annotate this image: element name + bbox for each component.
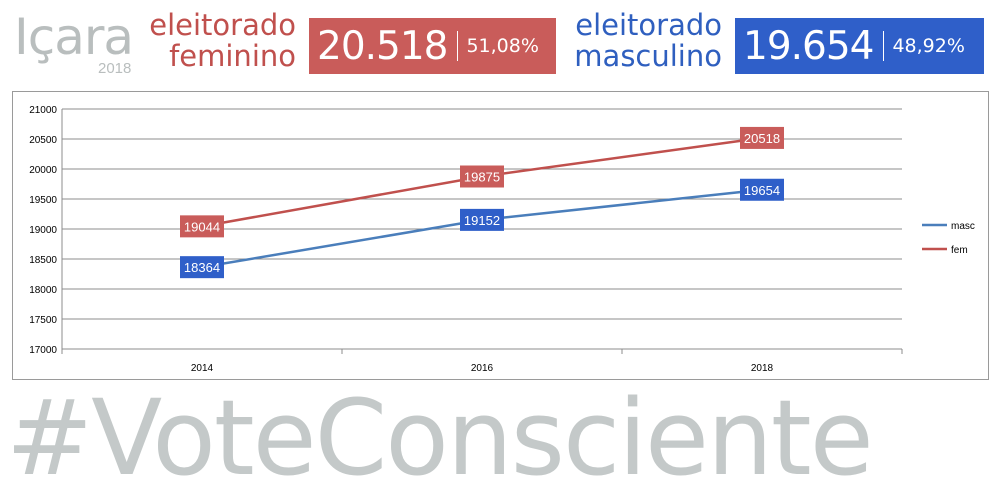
male-label-line2: masculino [574,39,722,73]
legend-label-fem: fem [951,245,968,256]
chart-frame: 17000 17500 18000 18500 19000 19500 20000 20500… [12,91,989,380]
data-label: 19152 [464,213,500,228]
y-tick-label: 17000 [29,345,57,356]
male-divider [883,31,885,61]
male-percent: 48,92% [892,35,965,57]
y-tick-label: 18500 [29,255,57,266]
y-tick-label: 18000 [29,285,57,296]
y-tick-label: 19000 [29,225,57,236]
male-total: 19.654 [743,23,874,69]
female-label-line2: feminino [169,39,296,73]
female-divider [457,31,459,61]
female-percent: 51,08% [466,35,539,57]
data-label-bg [180,256,224,279]
x-tick-label: 2018 [751,363,774,374]
data-label-bg [740,178,784,201]
data-label-bg [460,165,504,188]
data-label: 19044 [184,219,220,234]
x-tick-label: 2014 [191,363,214,374]
legend-label-masc: masc [951,221,975,232]
male-total-box: 19.654 48,92% [735,18,984,74]
data-label-bg [180,215,224,238]
y-tick-label: 19500 [29,195,57,206]
data-label: 19654 [744,183,780,198]
hashtag-footer: #VoteConsciente [6,377,874,499]
y-tick-label: 21000 [29,105,57,116]
city-title: Içara [14,8,134,66]
year-label: 2018 [98,60,132,77]
line-chart: 17000 17500 18000 18500 19000 19500 20000 20500… [29,105,975,374]
data-label-bg [740,126,784,149]
female-label-line1: eleitorado [149,8,296,42]
female-electorate-label: eleitorado feminino [140,10,296,72]
male-electorate-label: eleitorado masculino [564,10,722,72]
data-label-bg [460,208,504,231]
y-tick-label: 20000 [29,165,57,176]
female-total: 20.518 [317,23,448,69]
y-tick-label: 17500 [29,315,57,326]
data-label: 18364 [184,260,220,275]
x-tick-label: 2016 [471,363,494,374]
y-tick-label: 20500 [29,135,57,146]
data-label: 19875 [464,170,500,185]
data-label: 20518 [744,131,780,146]
male-label-line1: eleitorado [575,8,722,42]
female-total-box: 20.518 51,08% [309,18,556,74]
